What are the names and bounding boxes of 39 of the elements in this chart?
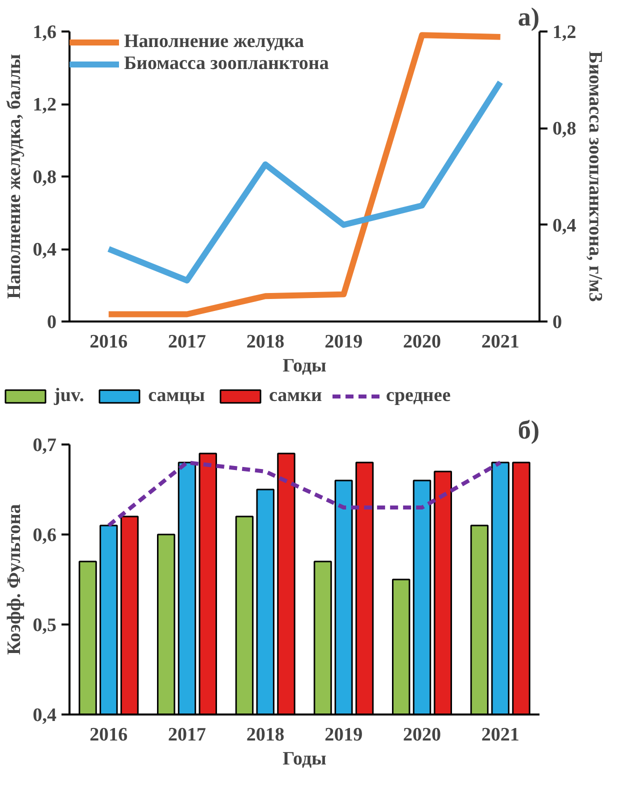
text: а) bbox=[518, 2, 540, 32]
y-tick-label: 1,2 bbox=[32, 94, 56, 116]
legend-label: среднее bbox=[386, 385, 451, 407]
y2-tick-label: 0,8 bbox=[552, 118, 576, 140]
x-tick-label: 2018 bbox=[246, 724, 284, 746]
x-tick-label: 2017 bbox=[168, 332, 206, 352]
y-tick-label: 0,5 bbox=[32, 615, 56, 636]
x-tick-label: 2016 bbox=[90, 724, 128, 746]
y-axis-title: Коэфф. Фультона bbox=[4, 504, 25, 655]
y-tick-label: 1,6 bbox=[32, 22, 56, 43]
annotation: б) bbox=[518, 416, 540, 444]
y-tick-label: 0 bbox=[47, 312, 56, 333]
y2-axis-title: Биомасса зоопланктона, г/м3 bbox=[584, 51, 606, 302]
y-tick-label: 0,6 bbox=[32, 525, 56, 546]
y2-tick-label: 0,4 bbox=[552, 215, 577, 236]
legend-label: Биомасса зоопланктона bbox=[124, 53, 329, 75]
y-tick-label: 0,4 bbox=[32, 240, 57, 260]
y-tick-label: 0,8 bbox=[32, 167, 56, 188]
x-tick-label: 2019 bbox=[324, 332, 363, 352]
x-tick-label: 2020 bbox=[403, 724, 441, 746]
y2-tick-label: 1,2 bbox=[552, 22, 576, 43]
x-tick-label: 2019 bbox=[324, 724, 363, 746]
y-tick-label: 0,7 bbox=[32, 435, 57, 456]
x-tick-label: 2021 bbox=[481, 724, 520, 746]
x-tick-label: 2018 bbox=[246, 332, 284, 352]
x-axis-title: Годы bbox=[282, 748, 327, 770]
legend-label: Наполнение желудка bbox=[124, 31, 304, 53]
x-tick-label: 2020 bbox=[403, 332, 441, 352]
legend-label: самки bbox=[269, 385, 322, 407]
line-series bbox=[106, 460, 502, 528]
y2-tick-label: 0 bbox=[552, 312, 562, 333]
y-axis-title: Наполнение желудка, баллы bbox=[4, 54, 25, 299]
x-tick-label: 2016 bbox=[90, 332, 128, 352]
x-tick-label: 2017 bbox=[168, 724, 206, 746]
legend-label: juv. bbox=[54, 385, 84, 407]
legend-label: самцы bbox=[148, 385, 205, 407]
x-tick-label: 2021 bbox=[481, 332, 520, 352]
x-axis-title: Годы bbox=[282, 356, 327, 376]
y-tick-label: 0,4 bbox=[32, 705, 57, 726]
